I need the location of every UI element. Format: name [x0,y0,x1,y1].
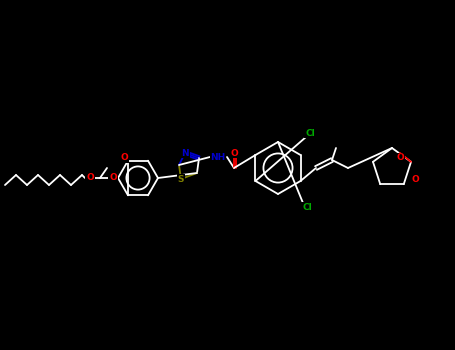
Text: Cl: Cl [302,203,312,211]
Text: O: O [109,174,117,182]
Text: O: O [86,174,94,182]
Text: N: N [181,148,189,158]
Text: O: O [396,154,404,162]
Text: O: O [411,175,419,184]
Text: NH: NH [210,153,226,161]
Text: O: O [230,148,238,158]
Text: Cl: Cl [305,128,315,138]
Text: O: O [120,154,128,162]
Text: S: S [178,175,184,183]
